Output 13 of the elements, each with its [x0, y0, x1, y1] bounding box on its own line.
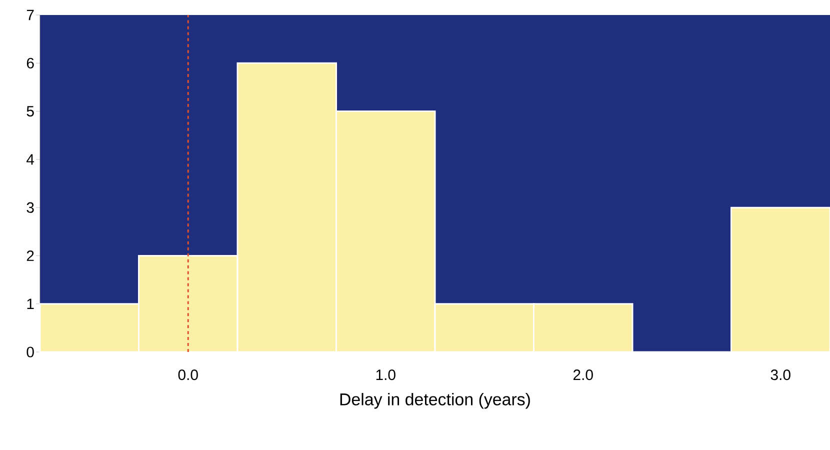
y-tick-label: 7	[26, 10, 34, 20]
y-tick-label: 1	[27, 298, 34, 309]
y-tick-label: 4	[26, 154, 34, 165]
x-tick-label: 3.0	[770, 370, 790, 380]
x-tick-label: 1.0	[376, 370, 396, 380]
y-tick-label: 3	[26, 202, 34, 213]
x-tick-label: 0.0	[178, 370, 198, 380]
y-tick-label: 5	[26, 106, 34, 116]
x-tick-label: 2.0	[573, 370, 593, 380]
y-tick-label: 6	[26, 58, 34, 68]
y-tick-label: 0	[26, 346, 34, 358]
y-tick-label: 2	[26, 250, 34, 261]
x-axis-title: Delay in detection (years)	[340, 392, 530, 409]
